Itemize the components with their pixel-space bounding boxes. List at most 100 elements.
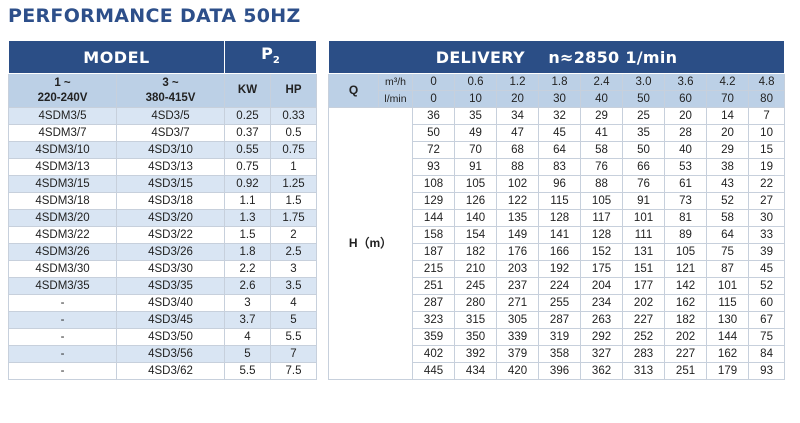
head-value: 202 bbox=[622, 294, 666, 312]
head-value: 182 bbox=[664, 311, 708, 329]
head-value: 33 bbox=[748, 226, 786, 244]
head-value: 162 bbox=[664, 294, 708, 312]
head-value: 35 bbox=[454, 107, 498, 125]
q-lmin-value: 50 bbox=[622, 90, 666, 108]
head-value: 52 bbox=[706, 192, 750, 210]
head-value: 50 bbox=[412, 124, 456, 142]
head-value: 126 bbox=[454, 192, 498, 210]
head-value: 88 bbox=[496, 158, 540, 176]
head-value: 29 bbox=[580, 107, 624, 125]
head-value: 45 bbox=[748, 260, 786, 278]
head-value: 358 bbox=[538, 345, 582, 363]
head-value: 30 bbox=[748, 209, 786, 227]
model-single-phase: 4SDM3/18 bbox=[8, 192, 117, 210]
power-kw: 4 bbox=[224, 328, 271, 346]
power-kw: 0.75 bbox=[224, 158, 271, 176]
head-value: 252 bbox=[622, 328, 666, 346]
head-value: 115 bbox=[538, 192, 582, 210]
head-value: 121 bbox=[664, 260, 708, 278]
model-single-phase: 4SDM3/35 bbox=[8, 277, 117, 295]
head-value: 102 bbox=[496, 175, 540, 193]
power-hp: 3.5 bbox=[269, 277, 318, 295]
head-value: 175 bbox=[580, 260, 624, 278]
head-value: 287 bbox=[412, 294, 456, 312]
head-value: 402 bbox=[412, 345, 456, 363]
head-value: 52 bbox=[748, 277, 786, 295]
table-row: 4SDM3/26 4SD3/26 1.8 2.5 187 182 176 166 152 131 1… bbox=[8, 243, 786, 261]
single-phase-header: 1 ~220-240V bbox=[8, 73, 117, 108]
head-value: 339 bbox=[496, 328, 540, 346]
head-value: 108 bbox=[412, 175, 456, 193]
power-hp: 1.25 bbox=[269, 175, 318, 193]
power-kw: 2.6 bbox=[224, 277, 271, 295]
head-value: 129 bbox=[412, 192, 456, 210]
head-value: 292 bbox=[580, 328, 624, 346]
power-hp: 2 bbox=[269, 226, 318, 244]
head-value: 245 bbox=[454, 277, 498, 295]
head-value: 227 bbox=[622, 311, 666, 329]
head-value: 20 bbox=[664, 107, 708, 125]
model-single-phase: - bbox=[8, 311, 117, 329]
head-value: 32 bbox=[538, 107, 582, 125]
table-row: 4SDM3/10 4SD3/10 0.55 0.75 72 70 68 64 58 50 40 29 1… bbox=[8, 141, 786, 159]
head-value: 227 bbox=[664, 345, 708, 363]
head-value: 15 bbox=[748, 141, 786, 159]
q-header: Q bbox=[328, 73, 380, 108]
head-value: 83 bbox=[538, 158, 582, 176]
model-single-phase: 4SDM3/22 bbox=[8, 226, 117, 244]
head-value: 96 bbox=[538, 175, 582, 193]
model-three-phase: 4SD3/30 bbox=[116, 260, 225, 278]
power-hp: 0.5 bbox=[269, 124, 318, 142]
head-value: 28 bbox=[664, 124, 708, 142]
power-kw: 1.8 bbox=[224, 243, 271, 261]
table-row: -4SD3/45 3.7 5 323 315 305 287 263 227 182 130 67 bbox=[8, 311, 786, 329]
power-kw: 2.2 bbox=[224, 260, 271, 278]
head-value: 115 bbox=[706, 294, 750, 312]
head-value: 10 bbox=[748, 124, 786, 142]
power-kw: 5 bbox=[224, 345, 271, 363]
head-value: 105 bbox=[454, 175, 498, 193]
q-m3h-value: 2.4 bbox=[580, 73, 624, 91]
head-value: 105 bbox=[664, 243, 708, 261]
head-value: 350 bbox=[454, 328, 498, 346]
power-hp: 0.33 bbox=[269, 107, 318, 125]
head-value: 47 bbox=[496, 124, 540, 142]
head-value: 131 bbox=[622, 243, 666, 261]
head-value: 117 bbox=[580, 209, 624, 227]
head-value: 93 bbox=[412, 158, 456, 176]
head-value: 142 bbox=[664, 277, 708, 295]
head-value: 88 bbox=[580, 175, 624, 193]
head-value: 111 bbox=[622, 226, 666, 244]
power-kw: 0.92 bbox=[224, 175, 271, 193]
head-value: 19 bbox=[748, 158, 786, 176]
head-value: 263 bbox=[580, 311, 624, 329]
q-lmin-value: 70 bbox=[706, 90, 750, 108]
head-value: 29 bbox=[706, 141, 750, 159]
model-three-phase: 4SD3/62 bbox=[116, 362, 225, 380]
head-value: 210 bbox=[454, 260, 498, 278]
q-m3h-value: 3.6 bbox=[664, 73, 708, 91]
three-phase-header: 3 ~380-415V bbox=[116, 73, 225, 108]
head-value: 166 bbox=[538, 243, 582, 261]
model-single-phase: - bbox=[8, 294, 117, 312]
model-single-phase: 4SDM3/7 bbox=[8, 124, 117, 142]
head-value: 89 bbox=[664, 226, 708, 244]
head-value: 60 bbox=[748, 294, 786, 312]
model-three-phase: 4SD3/13 bbox=[116, 158, 225, 176]
head-value: 434 bbox=[454, 362, 498, 380]
table-row: -4SD3/40 3 4 287 280 271 255 234 202 162 115 60 bbox=[8, 294, 786, 312]
power-kw: 0.25 bbox=[224, 107, 271, 125]
head-value: 445 bbox=[412, 362, 456, 380]
power-kw: 1.3 bbox=[224, 209, 271, 227]
head-value: 72 bbox=[412, 141, 456, 159]
table-row: 4SDM3/15 4SD3/15 0.92 1.25 108 105 102 96 88 76 61… bbox=[8, 175, 786, 193]
head-value: 224 bbox=[538, 277, 582, 295]
q-m3h-value: 4.2 bbox=[706, 73, 750, 91]
head-value: 61 bbox=[664, 175, 708, 193]
q-lmin-value: 30 bbox=[538, 90, 582, 108]
q-lmin-value: 10 bbox=[454, 90, 498, 108]
head-value: 73 bbox=[664, 192, 708, 210]
q-lmin-value: 80 bbox=[748, 90, 786, 108]
model-single-phase: 4SDM3/26 bbox=[8, 243, 117, 261]
p2-header: P2 bbox=[223, 40, 318, 74]
